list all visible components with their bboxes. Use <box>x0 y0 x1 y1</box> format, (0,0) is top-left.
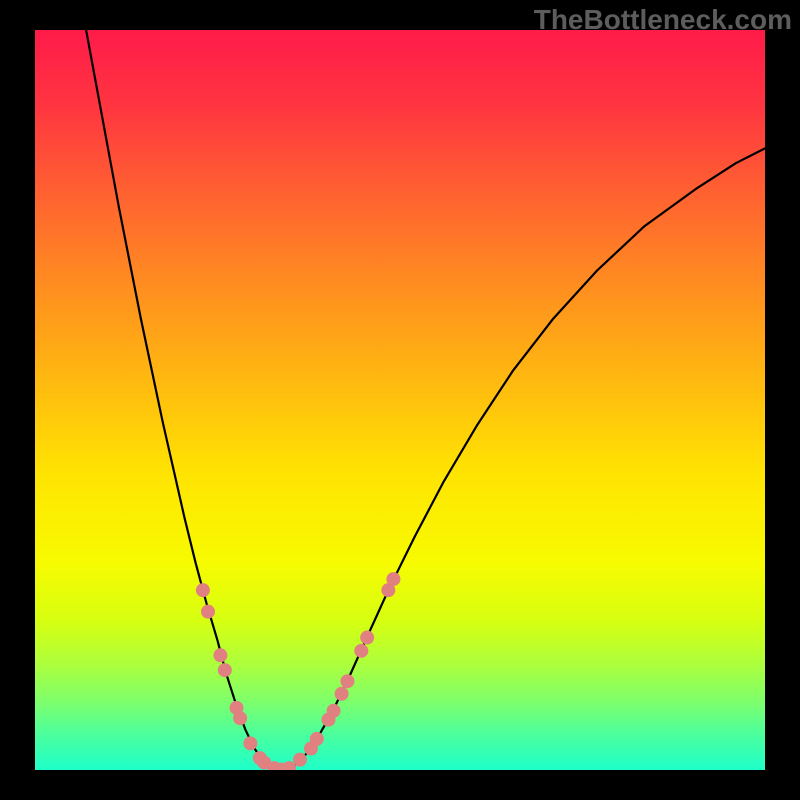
watermark-text: TheBottleneck.com <box>534 4 792 36</box>
scatter-point <box>354 644 368 658</box>
chart-svg <box>35 30 765 770</box>
scatter-point <box>218 663 232 677</box>
chart-container: TheBottleneck.com <box>0 0 800 800</box>
scatter-point <box>335 687 349 701</box>
scatter-point <box>360 631 374 645</box>
scatter-point <box>386 572 400 586</box>
chart-stage <box>35 30 765 770</box>
scatter-point <box>201 605 215 619</box>
scatter-point <box>196 583 210 597</box>
scatter-point <box>233 711 247 725</box>
scatter-point <box>310 732 324 746</box>
scatter-point <box>327 704 341 718</box>
gradient-background <box>35 30 765 770</box>
scatter-point <box>340 674 354 688</box>
scatter-point <box>243 736 257 750</box>
scatter-point <box>213 648 227 662</box>
scatter-point <box>293 753 307 767</box>
